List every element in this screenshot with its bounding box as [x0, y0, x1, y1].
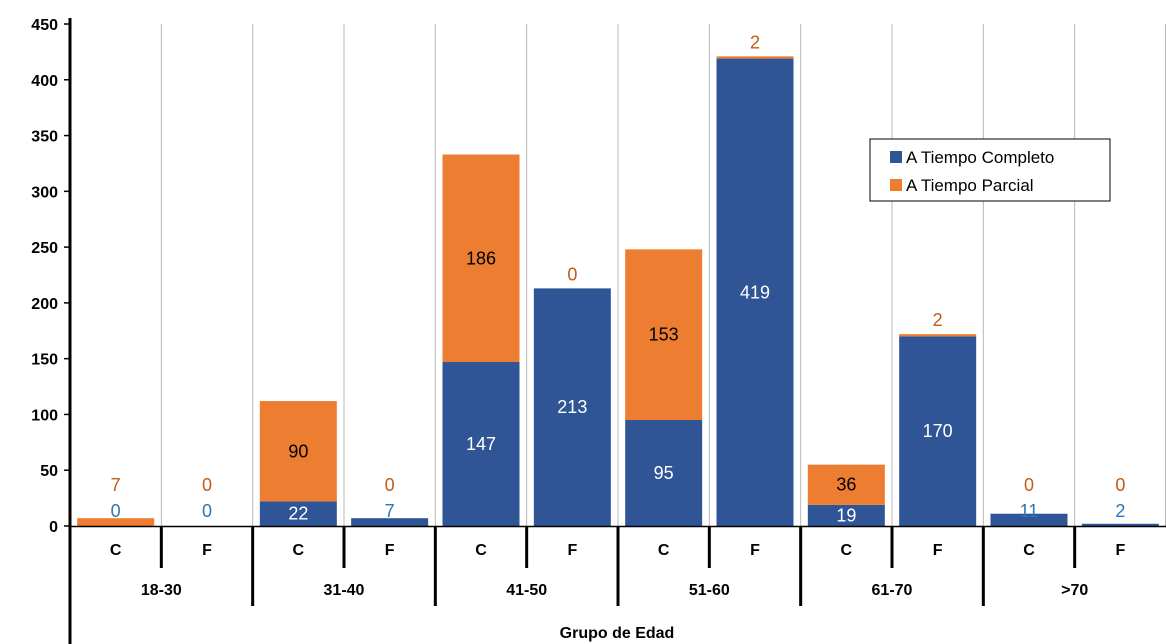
bar-tiempo-parcial [807, 464, 885, 505]
data-label-tiempo-completo: 22 [288, 504, 308, 524]
y-tick-label: 350 [31, 129, 58, 146]
data-label-tiempo-parcial: 0 [202, 475, 212, 495]
group-label: 51-60 [689, 582, 730, 599]
axes [68, 18, 1166, 644]
bar-tiempo-parcial [899, 334, 977, 337]
data-label-tiempo-parcial: 36 [836, 475, 856, 495]
data-label-tiempo-completo: 2 [1115, 501, 1125, 521]
bar-tiempo-completo [807, 504, 885, 526]
legend: A Tiempo Completo A Tiempo Parcial [869, 138, 1111, 202]
x-axis-categories: C F C F C F C F C F C F 18-30 31-40 41-50 51-60 61-70 >70 [110, 542, 1126, 599]
bar-tiempo-parcial [77, 518, 155, 526]
legend-label-parcial: A Tiempo Parcial [906, 176, 1034, 195]
bar-tiempo-parcial [625, 249, 703, 421]
subcategory-label: C [1023, 542, 1035, 559]
bar-tiempo-completo [990, 513, 1068, 526]
data-label-tiempo-completo: 19 [836, 505, 856, 525]
data-label-tiempo-parcial: 0 [385, 475, 395, 495]
data-label-tiempo-completo: 0 [202, 501, 212, 521]
y-tick-label: 100 [31, 407, 58, 424]
bar-tiempo-completo [625, 420, 703, 526]
y-tick-label: 450 [31, 17, 58, 34]
bars [77, 56, 1159, 527]
y-tick-label: 400 [31, 73, 58, 90]
data-label-tiempo-parcial: 0 [1024, 475, 1034, 495]
subcategory-label: C [658, 542, 670, 559]
group-label: 18-30 [141, 582, 182, 599]
subcategory-label: F [202, 542, 212, 559]
data-label-tiempo-parcial: 7 [111, 475, 121, 495]
subcategory-label: F [1115, 542, 1125, 559]
bar-tiempo-completo [899, 336, 977, 526]
group-label: 31-40 [324, 582, 365, 599]
data-label-tiempo-completo: 0 [111, 501, 121, 521]
legend-swatch-parcial [890, 179, 902, 191]
data-label-tiempo-completo: 170 [923, 421, 953, 441]
legend-box [869, 138, 1111, 202]
subcategory-label: F [750, 542, 760, 559]
data-label-tiempo-parcial: 0 [567, 264, 577, 284]
data-label-tiempo-completo: 147 [466, 434, 496, 454]
subcategory-label: F [385, 542, 395, 559]
data-label-tiempo-completo: 7 [385, 501, 395, 521]
y-tick-label: 300 [31, 184, 58, 201]
y-tick-label: 50 [40, 463, 58, 480]
y-axis-ticks: 0 50 100 150 200 250 300 350 400 450 [31, 17, 70, 536]
legend-swatch-completo [890, 151, 902, 163]
legend-label-completo: A Tiempo Completo [906, 148, 1054, 167]
data-label-tiempo-completo: 11 [1020, 501, 1039, 521]
y-tick-label: 200 [31, 296, 58, 313]
bar-tiempo-parcial [442, 154, 520, 363]
subcategory-label: C [110, 542, 122, 559]
data-label-tiempo-parcial: 0 [1115, 475, 1125, 495]
group-label: 41-50 [506, 582, 547, 599]
subcategory-label: C [841, 542, 853, 559]
data-label-tiempo-parcial: 2 [750, 32, 760, 52]
subcategory-label: C [293, 542, 305, 559]
data-label-tiempo-parcial: 2 [933, 310, 943, 330]
bar-tiempo-completo [351, 518, 429, 526]
data-label-tiempo-completo: 213 [557, 397, 587, 417]
bar-tiempo-completo [1081, 523, 1159, 526]
x-axis-title: Grupo de Edad [560, 625, 675, 642]
bar-tiempo-parcial [716, 56, 794, 59]
subcategory-label: C [475, 542, 487, 559]
y-tick-label: 250 [31, 240, 58, 257]
subcategory-label: F [933, 542, 943, 559]
bar-tiempo-completo [442, 362, 520, 526]
data-labels: 0 7 0 0 22 90 7 0 147 186 213 0 95 153 419 2 19 36 170 2 11 0… [111, 32, 1126, 525]
data-label-tiempo-parcial: 90 [288, 441, 308, 461]
bar-tiempo-completo [716, 58, 794, 527]
data-label-tiempo-completo: 419 [740, 282, 770, 302]
bar-tiempo-completo [533, 288, 611, 526]
group-label: 61-70 [872, 582, 913, 599]
bar-tiempo-completo [259, 501, 337, 526]
group-label: >70 [1061, 582, 1088, 599]
bar-tiempo-parcial [259, 401, 337, 502]
subcategory-label: F [567, 542, 577, 559]
data-label-tiempo-parcial: 153 [649, 325, 679, 345]
data-label-tiempo-parcial: 186 [466, 248, 496, 268]
data-label-tiempo-completo: 95 [654, 463, 674, 483]
y-tick-label: 0 [49, 519, 58, 536]
y-tick-label: 150 [31, 352, 58, 369]
